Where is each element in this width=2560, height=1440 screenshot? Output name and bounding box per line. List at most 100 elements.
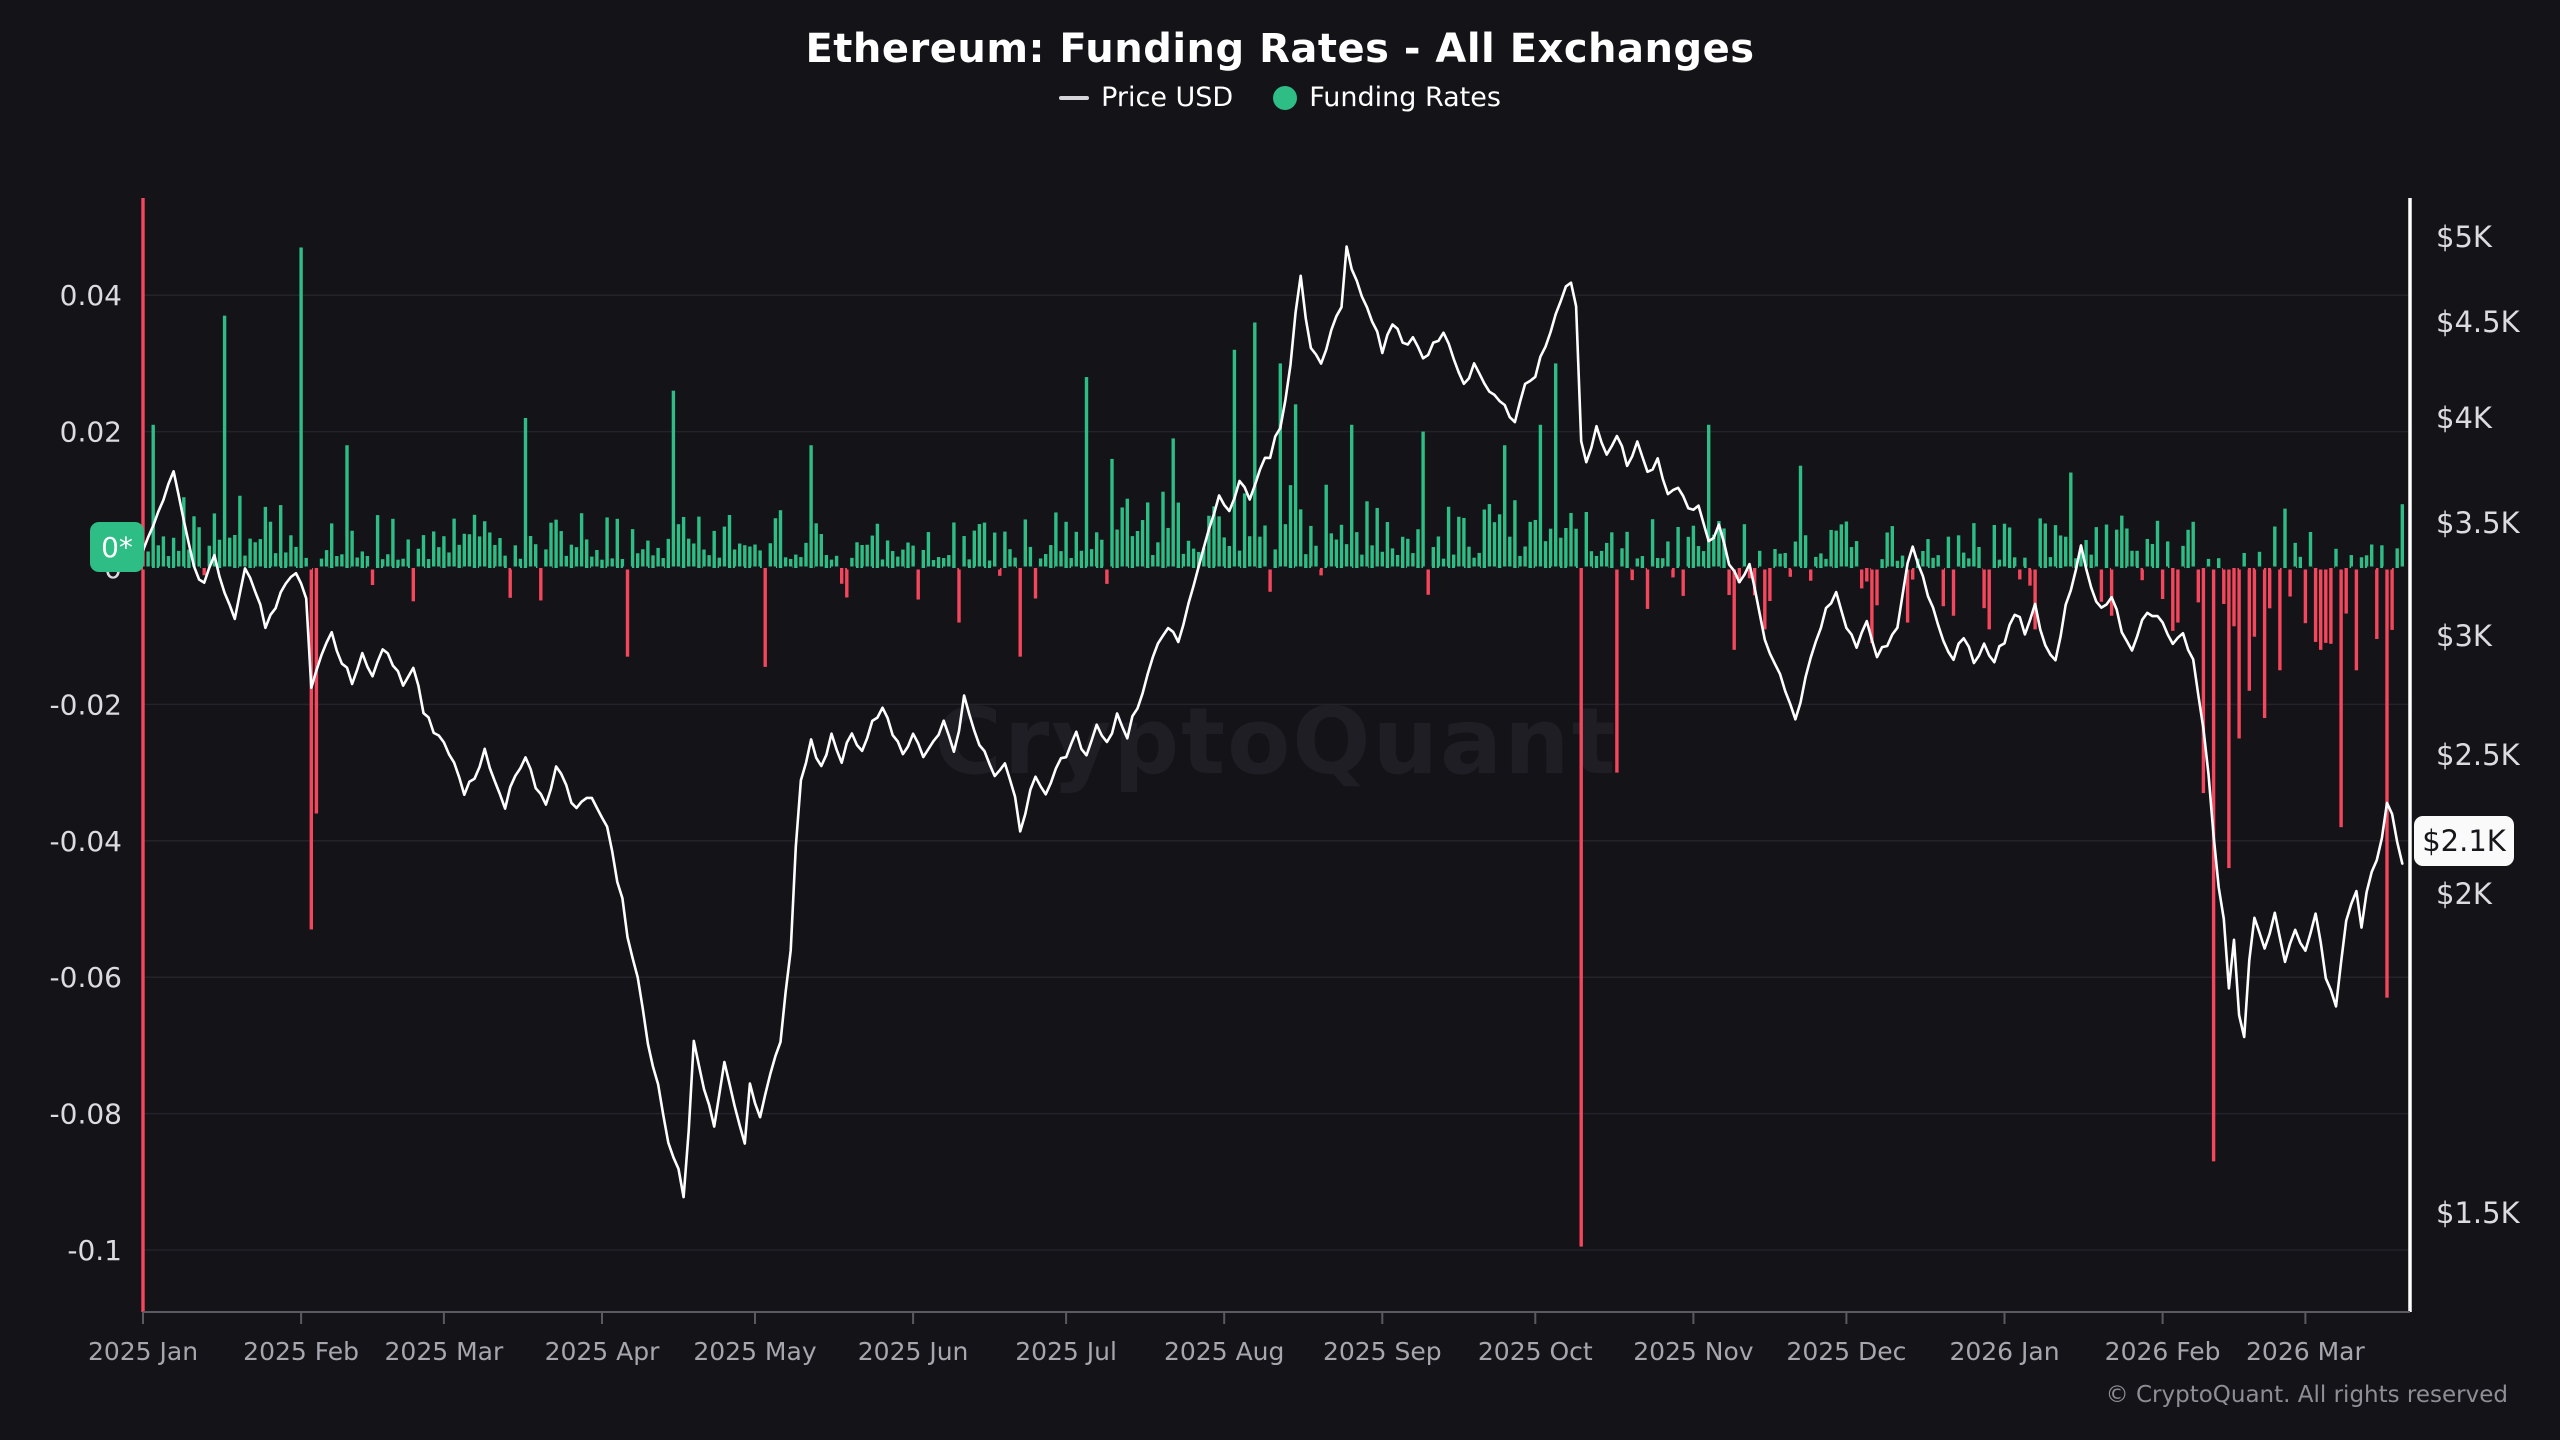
funding-bar (457, 544, 461, 568)
legend-item-price[interactable]: Price USD (1059, 82, 1233, 113)
funding-bar (539, 568, 543, 601)
funding-bar (1650, 519, 1655, 568)
funding-bar (1028, 546, 1033, 568)
y-axis-left-tick-label: -0.1 (67, 1234, 122, 1267)
funding-bar (1069, 557, 1073, 568)
funding-bar (1931, 557, 1935, 568)
funding-bar (2053, 525, 2058, 568)
funding-bar (2155, 520, 2160, 568)
funding-bar (1554, 363, 1558, 568)
funding-bar (1987, 568, 1991, 630)
funding-bar (1181, 553, 1186, 568)
x-axis-tick-label: 2026 Mar (2246, 1337, 2365, 1366)
funding-bar (1176, 502, 1180, 568)
funding-bar (1462, 517, 1466, 568)
funding-bar (1426, 568, 1430, 595)
funding-bar (967, 559, 971, 568)
x-axis-tick-label: 2025 Feb (243, 1337, 359, 1366)
funding-bar (2069, 472, 2073, 568)
funding-bar (289, 535, 293, 568)
funding-bar (1972, 523, 1976, 568)
funding-bar (2329, 568, 2333, 644)
funding-bar (1038, 558, 1043, 568)
funding-bar (1951, 568, 1956, 616)
funding-bar (416, 548, 421, 568)
funding-bar (931, 560, 936, 568)
funding-bar (202, 568, 206, 576)
funding-bar (1589, 551, 1594, 568)
x-axis-tick-label: 2026 Jan (1949, 1337, 2059, 1366)
funding-bar (2364, 555, 2369, 568)
funding-bar (559, 531, 563, 568)
funding-bar (1513, 500, 1517, 568)
funding-bar (2135, 550, 2139, 568)
funding-bar (1681, 568, 1685, 596)
funding-bar (1686, 536, 1690, 568)
funding-bar (1829, 529, 1833, 568)
funding-bar (1712, 534, 1716, 568)
funding-bar (1962, 552, 1966, 568)
funding-bar (1798, 465, 1803, 568)
funding-bar (998, 568, 1002, 576)
funding-bar (508, 568, 512, 598)
funding-bar (1625, 531, 1629, 568)
x-axis-tick-label: 2025 Nov (1633, 1337, 1754, 1366)
funding-bar (2257, 551, 2262, 568)
funding-bar (2359, 557, 2364, 568)
funding-bar (350, 530, 354, 568)
funding-bar (809, 445, 813, 568)
funding-bar (2191, 521, 2195, 568)
y-axis-right-tick-label: $2.5K (2436, 738, 2521, 772)
funding-bar (1482, 509, 1486, 568)
funding-bar (1569, 512, 1573, 568)
funding-bar (1788, 568, 1792, 577)
funding-bar (1314, 545, 1318, 568)
funding-bar (1594, 555, 1599, 568)
funding-bar (732, 549, 737, 568)
funding-bar (926, 532, 931, 568)
funding-bar (1217, 516, 1221, 568)
funding-bar (2104, 524, 2109, 568)
funding-bar (1253, 322, 1257, 568)
funding-bar (1171, 438, 1175, 568)
funding-bar (2130, 550, 2134, 568)
funding-bar (1809, 568, 1813, 581)
funding-bar (1839, 524, 1843, 568)
funding-bar (625, 568, 630, 657)
funding-bar (1635, 558, 1639, 568)
legend-item-funding[interactable]: Funding Rates (1273, 82, 1501, 113)
funding-bar (590, 556, 594, 568)
funding-bar (2048, 557, 2053, 568)
funding-bar (1783, 552, 1787, 568)
funding-bar (1737, 568, 1741, 584)
funding-bar (217, 539, 222, 568)
funding-bar (421, 535, 426, 568)
funding-bar (544, 549, 548, 568)
funding-bar (2313, 568, 2318, 642)
funding-bar (1202, 547, 1206, 568)
funding-bar (1559, 537, 1563, 568)
funding-bar (2196, 568, 2200, 603)
funding-bar (993, 532, 997, 568)
x-axis-tick-label: 2025 Jul (1015, 1337, 1117, 1366)
funding-bar (1283, 524, 1288, 568)
funding-bar (2380, 545, 2384, 568)
funding-bar (166, 556, 171, 568)
funding-bar (1900, 555, 1905, 568)
funding-bar (1441, 558, 1446, 568)
funding-bar (2079, 551, 2083, 568)
funding-bar (2349, 555, 2353, 568)
funding-bar (2058, 535, 2063, 568)
funding-bar (2166, 541, 2170, 568)
funding-bar (1452, 554, 1456, 568)
funding-bar (279, 505, 283, 568)
funding-bar (1049, 545, 1053, 568)
funding-bar (1350, 424, 1354, 568)
x-axis-tick-label: 2025 Jun (858, 1337, 969, 1366)
funding-bar (1992, 524, 1996, 568)
funding-bar (1477, 552, 1481, 568)
y-axis-left-tick-label: -0.06 (50, 961, 122, 994)
funding-bar (2242, 552, 2246, 568)
funding-bar (1599, 550, 1604, 568)
